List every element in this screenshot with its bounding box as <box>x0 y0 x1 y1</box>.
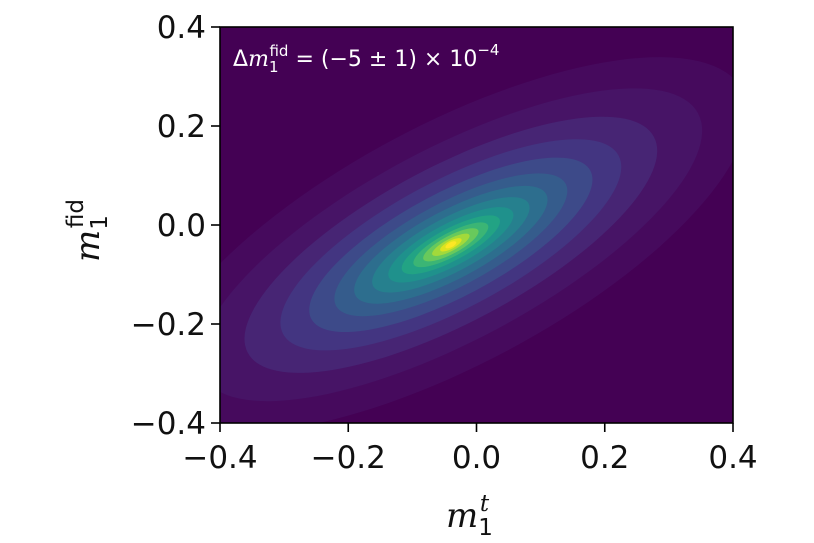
y-tick-label: 0.0 <box>157 208 206 244</box>
annotation-sup: fid <box>269 42 288 60</box>
y-label-sup: fid <box>63 199 89 228</box>
y-axis-ticks: −0.4 −0.2 0.0 0.2 0.4 <box>131 10 220 442</box>
y-tick-label: −0.4 <box>131 406 206 442</box>
annotation-exponent: −4 <box>477 41 499 59</box>
y-axis-label: m1fid <box>63 199 113 262</box>
x-label-sup: t <box>480 491 490 517</box>
x-tick-label: −0.4 <box>182 440 257 476</box>
x-axis-ticks: −0.4 −0.2 0.0 0.2 0.4 <box>182 423 758 476</box>
annotation-equals: = (−5 ± 1) × 10 <box>288 47 477 72</box>
x-label-base: m <box>446 496 478 536</box>
x-axis-label: m1t <box>446 491 493 541</box>
x-tick-label: −0.2 <box>311 440 386 476</box>
annotation-prefix: Δ <box>233 47 248 72</box>
annotation-base: m <box>248 47 269 72</box>
y-tick-label: 0.4 <box>157 10 206 46</box>
x-tick-label: 0.0 <box>452 440 501 476</box>
y-label-base: m <box>68 230 108 262</box>
annotation-sub: 1 <box>269 58 279 76</box>
annotation-text: Δm1fid = (−5 ± 1) × 10−4 <box>233 41 499 76</box>
x-tick-label: 0.2 <box>580 440 629 476</box>
y-tick-label: −0.2 <box>131 307 206 343</box>
density-contour <box>445 241 457 249</box>
x-label-sub: 1 <box>478 515 493 541</box>
y-label-sub: 1 <box>87 215 113 230</box>
x-tick-label: 0.4 <box>708 440 757 476</box>
y-tick-label: 0.2 <box>157 109 206 145</box>
density-field <box>220 57 733 423</box>
